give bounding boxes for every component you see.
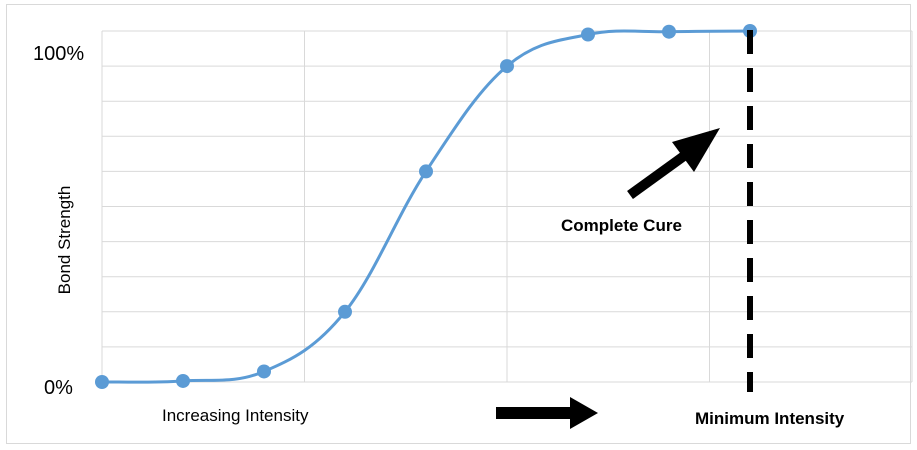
y-tick-label-max: 100% (33, 43, 84, 65)
y-tick-label-min: 0% (44, 377, 73, 399)
complete-cure-label: Complete Cure (561, 216, 682, 235)
data-point (95, 375, 109, 389)
data-point (419, 164, 433, 179)
grid-lines (101, 30, 913, 383)
increasing-intensity-arrow (496, 397, 598, 429)
y-axis-label: Bond Strength (55, 186, 74, 295)
data-point (338, 304, 352, 319)
x-axis-label: Increasing Intensity (162, 406, 309, 425)
data-point (662, 24, 676, 39)
data-point (176, 373, 190, 388)
data-point (500, 59, 514, 74)
complete-cure-arrow (627, 128, 720, 200)
data-point (257, 364, 271, 379)
minimum-intensity-label: Minimum Intensity (695, 409, 845, 428)
data-points (95, 24, 757, 389)
data-point (581, 27, 595, 42)
chart-frame (6, 4, 911, 444)
